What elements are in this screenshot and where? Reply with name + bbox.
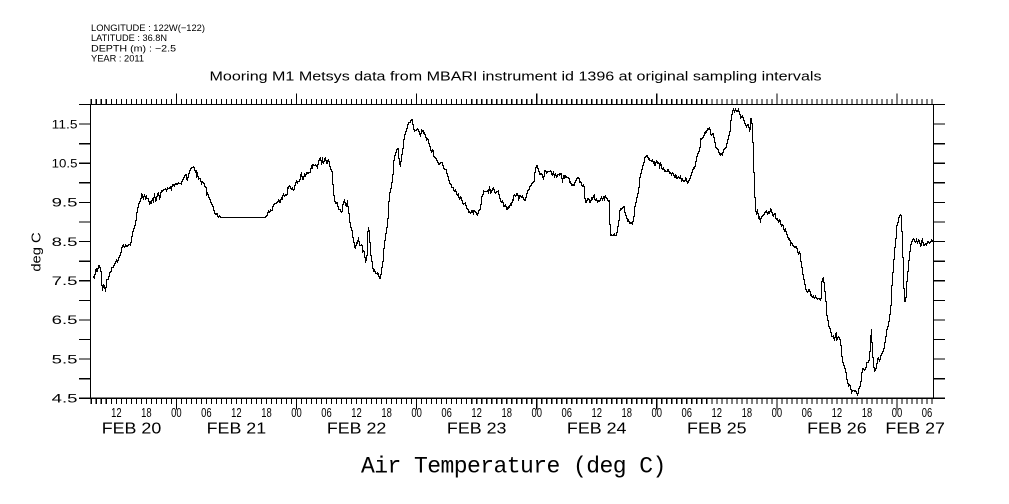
- svg-text:12: 12: [832, 405, 843, 420]
- svg-text:12: 12: [111, 405, 122, 420]
- svg-text:00: 00: [171, 405, 182, 420]
- svg-text:18: 18: [381, 405, 392, 420]
- svg-text:00: 00: [531, 405, 542, 420]
- svg-text:deg C: deg C: [30, 232, 44, 271]
- svg-text:18: 18: [862, 405, 873, 420]
- svg-text:18: 18: [622, 405, 633, 420]
- svg-text:YEAR : 2011: YEAR : 2011: [91, 54, 144, 64]
- svg-text:18: 18: [742, 405, 753, 420]
- svg-text:8.5: 8.5: [52, 235, 78, 249]
- svg-text:DEPTH (m) : −2.5: DEPTH (m) : −2.5: [91, 43, 176, 53]
- svg-text:FEB 21: FEB 21: [207, 421, 267, 438]
- svg-text:06: 06: [682, 405, 693, 420]
- svg-text:10.5: 10.5: [52, 157, 78, 171]
- svg-text:18: 18: [501, 405, 512, 420]
- svg-text:12: 12: [592, 405, 603, 420]
- svg-text:FEB 23: FEB 23: [447, 421, 507, 438]
- svg-text:Air Temperature (deg C): Air Temperature (deg C): [361, 454, 666, 480]
- svg-text:6.5: 6.5: [52, 313, 78, 327]
- svg-text:FEB 26: FEB 26: [807, 421, 867, 438]
- svg-text:00: 00: [892, 405, 903, 420]
- svg-text:06: 06: [802, 405, 813, 420]
- svg-text:00: 00: [411, 405, 422, 420]
- svg-text:06: 06: [321, 405, 332, 420]
- svg-text:12: 12: [231, 405, 242, 420]
- svg-text:FEB 27: FEB 27: [885, 421, 945, 438]
- svg-text:18: 18: [261, 405, 272, 420]
- svg-text:LONGITUDE : 122W(−122): LONGITUDE : 122W(−122): [91, 23, 205, 33]
- svg-text:06: 06: [561, 405, 572, 420]
- svg-text:9.5: 9.5: [52, 196, 78, 210]
- svg-text:7.5: 7.5: [52, 274, 78, 288]
- svg-text:06: 06: [922, 405, 933, 420]
- svg-text:FEB 20: FEB 20: [102, 421, 162, 438]
- svg-text:LATITUDE : 36.8N: LATITUDE : 36.8N: [91, 33, 167, 43]
- svg-text:FEB 24: FEB 24: [567, 421, 627, 438]
- svg-text:06: 06: [441, 405, 452, 420]
- svg-text:FEB 25: FEB 25: [687, 421, 747, 438]
- svg-text:00: 00: [652, 405, 663, 420]
- svg-text:00: 00: [291, 405, 302, 420]
- svg-text:12: 12: [712, 405, 723, 420]
- svg-text:00: 00: [772, 405, 783, 420]
- svg-text:4.5: 4.5: [52, 392, 78, 406]
- svg-text:5.5: 5.5: [52, 352, 78, 366]
- svg-text:12: 12: [471, 405, 482, 420]
- svg-text:Mooring M1 Metsys data from MB: Mooring M1 Metsys data from MBARI instru…: [210, 69, 823, 84]
- svg-text:11.5: 11.5: [52, 117, 78, 131]
- svg-text:18: 18: [141, 405, 152, 420]
- svg-text:FEB 22: FEB 22: [327, 421, 387, 438]
- svg-text:12: 12: [351, 405, 362, 420]
- svg-text:06: 06: [201, 405, 212, 420]
